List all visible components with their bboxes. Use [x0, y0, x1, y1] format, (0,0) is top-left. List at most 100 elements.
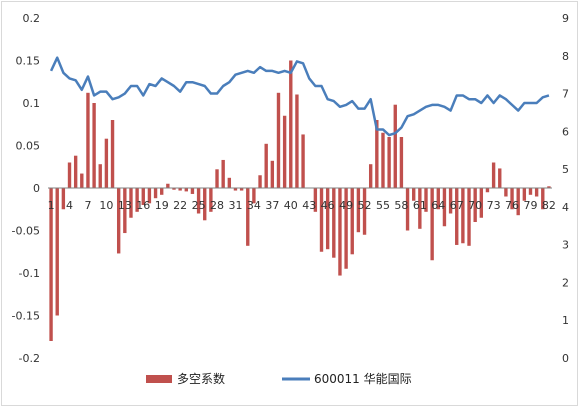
bar [485, 188, 490, 193]
left-tick-label: -0.15 [12, 310, 40, 323]
left-tick-label: -0.2 [19, 352, 40, 365]
bar [252, 188, 256, 204]
x-tick-label: 76 [505, 199, 519, 212]
bar [491, 162, 496, 188]
bar [338, 188, 342, 276]
bar [215, 169, 219, 188]
bar [510, 188, 514, 210]
x-tick-label: 82 [542, 199, 556, 212]
legend-label-line: 600011 华能国际 [314, 372, 412, 386]
bar [239, 188, 244, 191]
bar [442, 188, 447, 227]
x-tick-label: 61 [413, 199, 427, 212]
left-tick-label: 0.15 [16, 55, 41, 68]
bar [209, 188, 213, 212]
bar [141, 188, 145, 205]
bar [368, 164, 373, 188]
x-tick-label: 73 [487, 199, 501, 212]
bar [55, 188, 59, 316]
bar [412, 188, 416, 201]
bar [387, 137, 391, 188]
bar [399, 137, 404, 188]
bar [393, 104, 397, 188]
left-tick-label: 0.2 [23, 12, 41, 25]
bar [282, 115, 287, 188]
right-tick-label: 4 [562, 201, 569, 214]
x-tick-label: 31 [228, 199, 242, 212]
bar [123, 188, 127, 234]
x-tick-label: 19 [155, 199, 169, 212]
left-tick-label: 0.1 [23, 97, 41, 110]
right-axis-ticks: 0 1 2 3 4 5 6 7 8 9 [562, 12, 569, 365]
legend: 多空系数 600011 华能国际 [146, 371, 412, 386]
bar [116, 188, 121, 254]
bar [135, 188, 139, 212]
bar [356, 188, 361, 233]
x-tick-label: 79 [523, 199, 537, 212]
bar [362, 188, 367, 235]
bar [418, 188, 422, 229]
left-tick-label: -0.05 [12, 225, 40, 238]
bar [270, 160, 275, 188]
right-tick-label: 6 [562, 125, 569, 138]
bar [375, 120, 379, 188]
x-tick-label: 43 [302, 199, 316, 212]
bar [455, 188, 459, 245]
bar [178, 188, 182, 191]
x-tick-label: 46 [321, 199, 335, 212]
left-axis-ticks: -0.2 -0.15 -0.1 -0.05 0 0.05 0.1 0.15 0.2 [12, 12, 40, 365]
bar [196, 188, 201, 214]
bar [319, 188, 324, 252]
bar [67, 162, 72, 188]
bar [448, 188, 453, 214]
bar [461, 188, 465, 244]
legend-swatch-bar [146, 375, 172, 383]
right-tick-label: 3 [562, 239, 569, 252]
left-tick-label: 0.05 [16, 140, 41, 153]
right-tick-label: 7 [562, 88, 569, 101]
bar [479, 188, 484, 218]
x-tick-label: 55 [376, 199, 390, 212]
right-tick-label: 8 [562, 50, 569, 63]
bar [153, 188, 158, 199]
bar [246, 188, 250, 246]
bar [184, 188, 188, 192]
bar [289, 60, 293, 188]
bar [473, 188, 477, 222]
bar [516, 188, 520, 216]
bar [436, 188, 440, 210]
bar [264, 143, 268, 188]
right-tick-label: 9 [562, 12, 569, 25]
bar [80, 173, 84, 188]
right-tick-label: 0 [562, 352, 569, 365]
bar [276, 92, 281, 188]
x-tick-label: 40 [284, 199, 298, 212]
x-tick-label: 16 [136, 199, 150, 212]
x-tick-label: 67 [450, 199, 464, 212]
bar [332, 188, 336, 258]
bar [313, 188, 318, 212]
x-tick-label: 52 [358, 199, 372, 212]
right-tick-label: 2 [562, 276, 569, 289]
bar [129, 188, 133, 218]
bar [295, 94, 299, 188]
x-tick-label: 10 [99, 199, 113, 212]
bar [424, 188, 428, 212]
bar [172, 188, 176, 190]
x-tick-label: 49 [339, 199, 353, 212]
bar [147, 188, 152, 204]
bar [541, 188, 545, 210]
bar [301, 134, 305, 188]
bar [233, 188, 238, 191]
legend-label-bar: 多空系数 [177, 371, 225, 386]
bar [547, 186, 551, 188]
bar [104, 138, 109, 188]
bar [381, 132, 385, 188]
x-tick-label: 28 [210, 199, 224, 212]
bar [190, 188, 195, 194]
bar [504, 188, 508, 197]
x-tick-label: 7 [84, 199, 91, 212]
x-tick-label: 58 [394, 199, 408, 212]
bar [61, 188, 66, 210]
